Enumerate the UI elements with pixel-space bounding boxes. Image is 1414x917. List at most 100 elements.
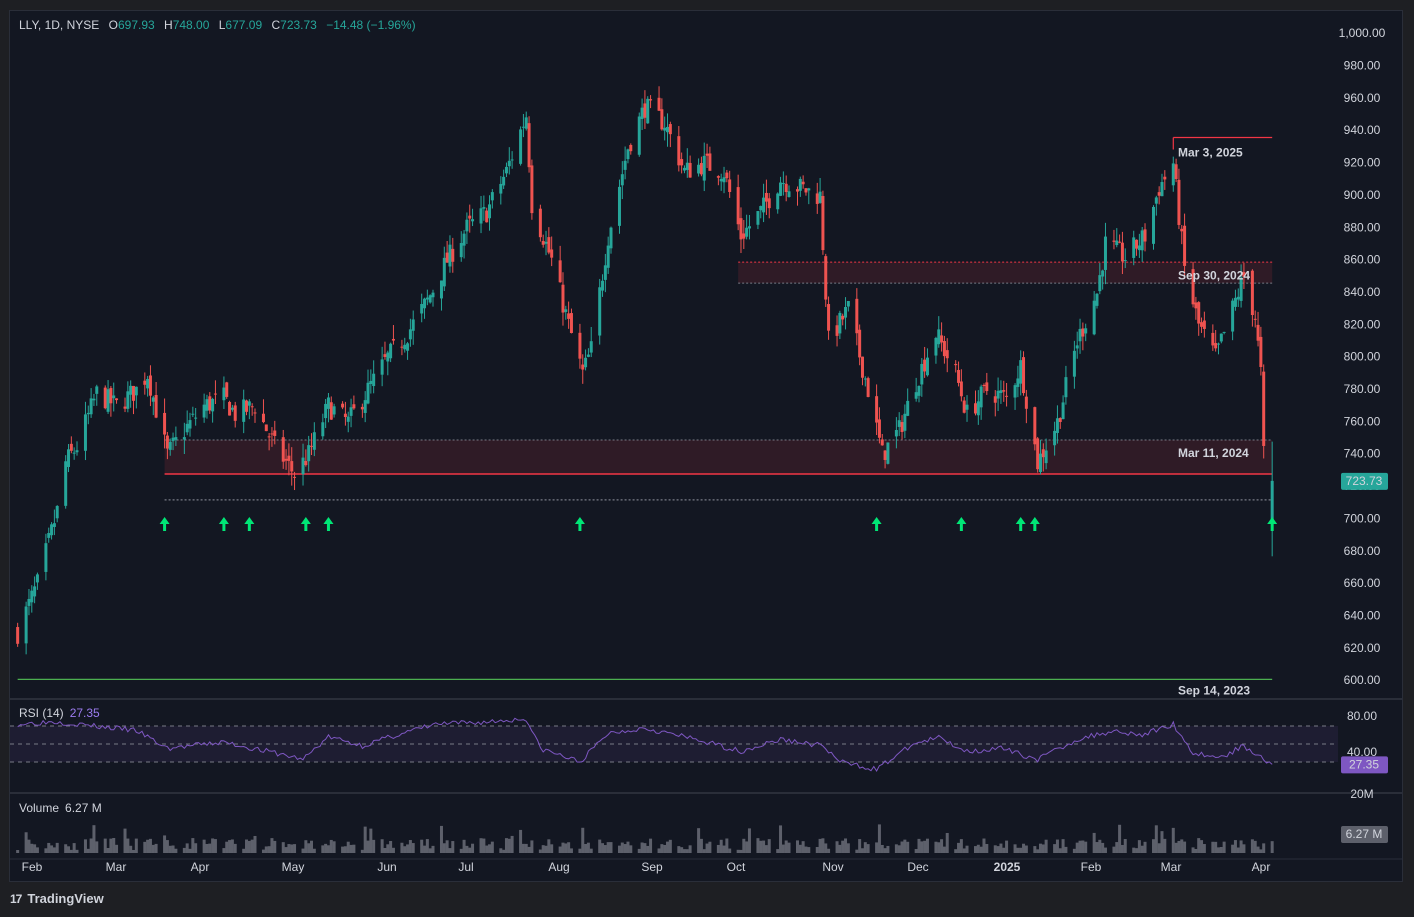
price-tick-label: 760.00 — [1344, 414, 1381, 428]
volume-bar — [979, 846, 983, 853]
candle-body — [383, 354, 387, 357]
candle-body — [1157, 192, 1161, 196]
tradingview-footer[interactable]: 17 TradingView — [10, 891, 104, 906]
volume-bar — [1242, 844, 1246, 853]
rsi-line — [17, 717, 1273, 773]
volume-bar — [589, 848, 593, 853]
volume-bar — [609, 842, 613, 853]
volume-bar — [550, 844, 554, 853]
price-axis[interactable]: 1,000.00 980.00 960.00 940.00 920.00 900.00 88… — [1339, 26, 1388, 687]
candle-body — [468, 215, 472, 219]
candle-body — [795, 189, 799, 192]
volume-bar — [1092, 832, 1096, 853]
volume-bar — [194, 843, 198, 853]
candle-body — [47, 533, 51, 538]
candle-body — [1120, 242, 1124, 262]
volume-bar — [253, 835, 257, 853]
volume-bar — [109, 838, 113, 853]
volume-bar — [965, 845, 969, 853]
volume-bar — [1163, 838, 1167, 853]
volume-bar — [482, 838, 486, 853]
candle-body — [1191, 269, 1195, 305]
candle-body — [451, 248, 455, 262]
volume-bar — [510, 835, 514, 853]
tradingview-logo-icon: 17 — [10, 891, 22, 906]
candle-body — [844, 306, 848, 318]
volume-bar — [1183, 841, 1187, 853]
price-tick-label: 880.00 — [1344, 220, 1381, 234]
volume-bar — [1072, 848, 1076, 853]
volume-bar — [329, 839, 333, 853]
candle-body — [875, 396, 879, 423]
candle-body — [349, 407, 353, 416]
rsi-legend[interactable]: RSI (14) 27.35 — [19, 706, 100, 720]
time-tick-label: Jun — [377, 860, 396, 874]
volume-bar — [993, 845, 997, 853]
volume-bar — [1120, 844, 1124, 853]
volume-bar — [677, 846, 681, 853]
candle-body — [558, 260, 562, 283]
candle-body — [564, 309, 568, 312]
candle-body — [191, 413, 195, 415]
volume-bar — [1053, 844, 1057, 853]
candle-body — [1214, 343, 1218, 349]
open-key: O — [108, 18, 118, 32]
candle-body — [657, 97, 661, 111]
volume-legend[interactable]: Volume 6.27 M — [19, 801, 102, 815]
candle-body — [682, 167, 686, 171]
candle-body — [993, 396, 997, 403]
volume-bar — [1078, 840, 1082, 853]
volume-bar — [897, 845, 901, 853]
candle-body — [1022, 357, 1026, 394]
candle-body — [134, 386, 138, 396]
volume-bar — [657, 848, 661, 853]
volume-bar — [442, 843, 446, 853]
volume-bar — [626, 841, 630, 853]
chart-frame[interactable]: Mar 3, 2025 Sep 30, 2024 Mar 11, 2024 Sep 1… — [9, 10, 1403, 882]
candle-body — [510, 159, 514, 161]
up-arrow-icon — [1267, 517, 1278, 531]
volume-bar — [1194, 848, 1198, 853]
candle-body — [561, 284, 565, 313]
candle-body — [719, 178, 723, 182]
volume-bar — [1098, 839, 1102, 853]
time-axis[interactable]: Feb Mar Apr May Jun Jul Aug Sep Oct Nov Dec 2025 Feb… — [22, 860, 1271, 874]
candle-body — [1044, 450, 1048, 464]
candle-body — [1143, 229, 1147, 242]
volume-bar — [798, 844, 802, 853]
volume-bar — [1005, 840, 1009, 853]
candle-body — [352, 404, 356, 409]
candle-body — [1197, 302, 1201, 324]
volume-bar — [168, 845, 172, 853]
volume-bar — [55, 842, 59, 853]
candle-body — [30, 590, 34, 603]
candle-body — [903, 413, 907, 431]
candle-body — [883, 450, 887, 460]
time-tick-label: Apr — [1252, 860, 1271, 874]
volume-bar — [569, 848, 573, 853]
volume-bar — [468, 847, 472, 853]
candle-body — [567, 313, 571, 319]
candle-body — [1055, 418, 1059, 433]
volume-bar — [151, 844, 155, 853]
chart-canvas[interactable]: Mar 3, 2025 Sep 30, 2024 Mar 11, 2024 Sep 1… — [10, 11, 1403, 882]
volume-bar — [781, 844, 785, 853]
volume-bar — [547, 839, 551, 853]
volume-badge-label: 6.27 M — [1346, 827, 1383, 841]
candle-body — [185, 423, 189, 433]
candle-body — [660, 109, 664, 130]
candle-body — [1180, 228, 1184, 232]
symbol-info[interactable]: LLY, 1D, NYSE — [19, 18, 100, 32]
volume-bar — [425, 839, 429, 853]
volume-bar — [860, 848, 864, 853]
volume-bar — [281, 842, 285, 853]
candle-body — [448, 244, 452, 267]
candle-body — [747, 226, 751, 229]
rsi-title: RSI (14) — [19, 706, 64, 720]
volume-bar — [1202, 844, 1206, 853]
volume-bar — [606, 842, 610, 853]
candle-body — [267, 436, 271, 438]
signal-arrows — [159, 517, 1278, 531]
candle-body — [182, 437, 186, 440]
candle-body — [264, 424, 268, 432]
